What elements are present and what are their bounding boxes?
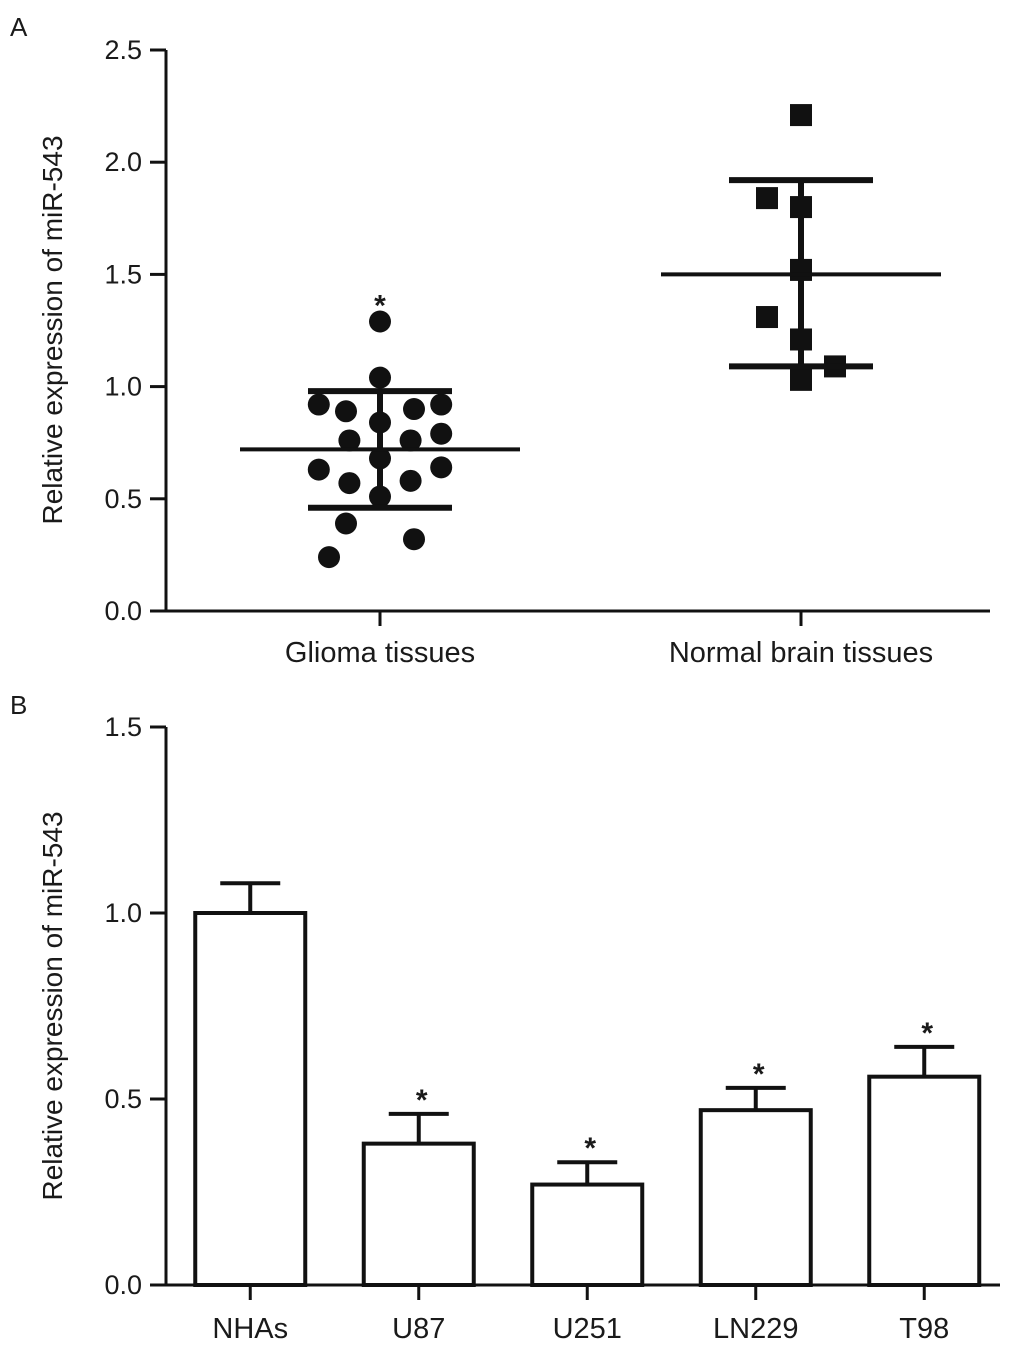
panel-a-y-ticks: 0.0 0.5 1.0 1.5 2.0 2.5 <box>104 35 166 626</box>
panel-b-x-tick-label: NHAs <box>212 1313 288 1345</box>
panel-b-x-tick-label: U251 <box>553 1313 622 1345</box>
panel-a-data-point <box>307 393 330 416</box>
panel-b-bar <box>530 1182 645 1288</box>
panel-b-significance-star: * <box>921 1017 933 1050</box>
panel-b-x-tick-label: U87 <box>392 1313 445 1345</box>
panel-a-data-point <box>307 458 330 481</box>
panel-b-bar <box>867 1074 982 1288</box>
panel-a-y-tick-label: 2.5 <box>104 35 142 65</box>
panel-b-bar <box>698 1108 813 1288</box>
panel-a-y-tick-label: 1.0 <box>104 372 142 402</box>
panel-a-label: A <box>10 12 28 42</box>
panel-a-data-point <box>335 400 357 423</box>
panel-a-data-point <box>756 187 778 210</box>
panel-a-data-point <box>335 512 357 535</box>
panel-a-data-point <box>318 546 340 569</box>
panel-b-x-tick-label: LN229 <box>713 1313 798 1345</box>
panel-a-y-tick-label: 0.0 <box>104 596 142 626</box>
panel-a-data-point <box>403 398 425 421</box>
panel-a-y-tick-label: 2.0 <box>104 147 142 177</box>
panel-b-label: B <box>10 690 27 720</box>
panel-b-bar <box>361 1141 476 1288</box>
panel-b-marks: * * * * <box>193 881 982 1288</box>
panel-a-scatter-chart: A Relative expression of miR-543 0.0 0.5 1… <box>10 12 990 669</box>
panel-a-y-axis-title: Relative expression of miR-543 <box>37 135 68 524</box>
panel-a-x-ticks: Glioma tissues Normal brain tissues <box>285 611 933 669</box>
panel-a-y-tick-label: 0.5 <box>104 484 142 514</box>
panel-a-data-point <box>403 528 425 551</box>
panel-a-data-point <box>430 393 453 416</box>
panel-a-data-point <box>790 368 812 391</box>
panel-a-x-tick-label: Glioma tissues <box>285 637 475 669</box>
panel-b-y-axis-title: Relative expression of miR-543 <box>37 811 68 1200</box>
panel-a-data-point <box>756 306 778 329</box>
panel-a-x-tick-label: Normal brain tissues <box>669 637 933 669</box>
panel-b-bar <box>193 911 308 1287</box>
panel-b-y-ticks: 0.0 0.5 1.0 1.5 <box>104 712 166 1300</box>
panel-a-y-tick-label: 1.5 <box>104 259 142 289</box>
panel-b-bar-chart: B Relative expression of miR-543 0.0 0.5 1… <box>10 690 1000 1345</box>
panel-b-x-tick-label: T98 <box>899 1313 949 1345</box>
panel-b-y-tick-label: 1.5 <box>104 712 142 742</box>
panel-a-data-point <box>369 366 391 389</box>
panel-b-significance-star: * <box>753 1058 765 1091</box>
panel-a-data-point <box>399 429 422 452</box>
panel-b-y-tick-label: 1.0 <box>104 898 142 928</box>
panel-a-data-point <box>399 469 422 492</box>
panel-a-data-point <box>338 472 361 495</box>
panel-a-data-point <box>369 310 391 333</box>
panel-a-significance-star: * <box>374 289 386 322</box>
panel-a-data-point <box>338 429 361 452</box>
panel-b-y-tick-label: 0.5 <box>104 1084 142 1114</box>
panel-a-data-point <box>790 104 812 127</box>
panel-a-data-point <box>430 422 453 445</box>
panel-b-x-ticks: NHAs U87 U251 LN229 T98 <box>212 1285 949 1345</box>
panel-b-significance-star: * <box>584 1132 596 1165</box>
panel-b-significance-star: * <box>416 1084 428 1117</box>
panel-a-marks: * <box>240 104 941 569</box>
panel-b-y-tick-label: 0.0 <box>104 1270 142 1300</box>
panel-a-data-point <box>430 456 453 479</box>
